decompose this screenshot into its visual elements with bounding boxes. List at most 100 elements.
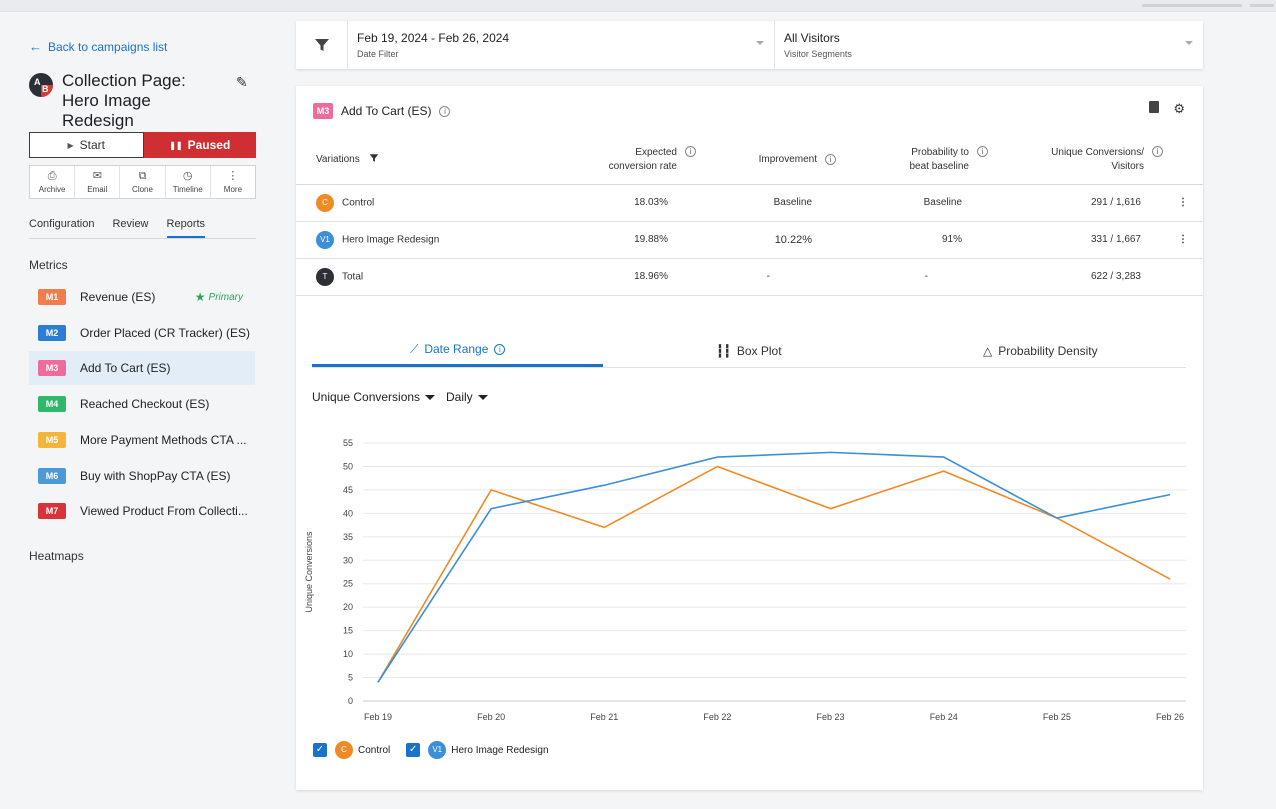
x-tick-label: Feb 24 [930, 712, 958, 722]
improvement-cell: - [696, 258, 836, 296]
y-axis-label: Unique Conversions [304, 531, 314, 613]
campaign-actions: ⎙ Archive ✉ Email ⧉ Clone ◷ Timeline ⋮ More [29, 165, 256, 199]
y-tick-label: 30 [343, 555, 353, 565]
timeline-label: Timeline [172, 185, 203, 194]
metrics-heading: Metrics [29, 258, 68, 272]
metric-item-m2[interactable]: M2 Order Placed (CR Tracker) (ES) [29, 316, 255, 350]
info-icon[interactable]: i [439, 105, 451, 117]
y-tick-label: 40 [343, 508, 353, 518]
archive-button[interactable]: ⎙ Archive [30, 166, 76, 198]
history-icon: ◷ [182, 170, 193, 182]
col-expected-label: Expected conversion rate [608, 146, 677, 172]
info-icon[interactable]: i [685, 145, 696, 157]
conversions-cell: 331 / 1,667 [988, 221, 1163, 259]
checkbox-checked-icon[interactable]: ✓ [313, 743, 327, 757]
tab-probability-density[interactable]: △ Probability Density [895, 334, 1186, 367]
row-menu-button[interactable]: ⋮ [1163, 221, 1203, 259]
col-expected-rate: Expected conversion rate i [526, 136, 696, 185]
probability-cell: Baseline [836, 184, 988, 222]
tab-reports[interactable]: Reports [166, 218, 206, 238]
email-button[interactable]: ✉ Email [75, 166, 121, 198]
col-menu [1163, 136, 1203, 185]
table-row[interactable]: C Control 18.03% Baseline Baseline 291 / … [296, 184, 1203, 222]
metric-badge: M3 [38, 360, 66, 376]
series-line-control [377, 465, 1171, 683]
metric-badge: M3 [313, 103, 333, 119]
variation-badge: C [316, 193, 334, 212]
metric-item-m4[interactable]: M4 Reached Checkout (ES) [29, 387, 255, 421]
variation-cell: C Control [296, 184, 526, 222]
card-toolbar: ⚙ [1149, 101, 1185, 117]
metric-item-m1[interactable]: M1 Revenue (ES) ★ Primary [29, 280, 255, 314]
metric-select-dropdown[interactable]: Unique Conversions [312, 390, 436, 404]
checkbox-checked-icon[interactable]: ✓ [406, 743, 421, 757]
y-tick-label: 55 [343, 438, 353, 448]
metric-item-m5[interactable]: M5 More Payment Methods CTA ... [29, 423, 255, 457]
caret-down-icon [477, 394, 488, 400]
paused-button[interactable]: ❚❚ Paused [143, 132, 256, 158]
visitor-segment-dropdown[interactable]: All Visitors Visitor Segments [775, 21, 1203, 69]
rate-cell: 19.88% [526, 221, 696, 259]
ab-test-icon: A B [29, 73, 53, 97]
line-chart-icon: ⟋ [409, 341, 419, 356]
metric-item-m7[interactable]: M7 Viewed Product From Collecti... [29, 494, 255, 528]
info-icon[interactable]: i [825, 154, 836, 166]
legend-item-hero-image-redesign[interactable]: ✓ V1 Hero Image Redesign [406, 741, 549, 759]
legend-label: Hero Image Redesign [451, 744, 549, 756]
metric-badge: M6 [38, 468, 66, 484]
info-icon[interactable]: i [977, 145, 988, 157]
filter-bar: Feb 19, 2024 - Feb 26, 2024 Date Filter … [296, 21, 1203, 69]
top-strip-control [1142, 4, 1242, 7]
row-menu-button[interactable]: ⋮ [1163, 184, 1203, 222]
start-button[interactable]: ▶ Start [29, 132, 144, 158]
box-plot-icon: ┇┇ [716, 343, 731, 358]
chart-legend: ✓ C Control ✓ V1 Hero Image Redesign [313, 741, 565, 759]
interval-select-dropdown[interactable]: Daily [446, 390, 488, 404]
metric-item-m6[interactable]: M6 Buy with ShopPay CTA (ES) [29, 459, 255, 493]
heatmaps-heading[interactable]: Heatmaps [29, 549, 84, 563]
x-tick-label: Feb 22 [703, 712, 731, 722]
back-to-campaigns-link[interactable]: ← Back to campaigns list [29, 39, 167, 54]
more-button[interactable]: ⋮ More [211, 166, 255, 198]
notebook-icon[interactable] [1149, 101, 1160, 113]
tab-date-range-label: Date Range [424, 342, 489, 356]
tab-box-plot[interactable]: ┇┇ Box Plot [603, 334, 894, 367]
x-tick-label: Feb 23 [817, 712, 845, 722]
gear-icon[interactable]: ⚙ [1173, 101, 1185, 116]
pencil-icon[interactable]: ✎ [236, 74, 248, 90]
metric-label: Add To Cart (ES) [80, 361, 171, 375]
info-icon[interactable]: i [1152, 145, 1163, 157]
x-tick-label: Feb 26 [1156, 712, 1184, 722]
filter-icon[interactable] [296, 21, 348, 69]
clone-button[interactable]: ⧉ Clone [120, 166, 166, 198]
variation-name: Hero Image Redesign [342, 234, 440, 246]
date-filter-dropdown[interactable]: Feb 19, 2024 - Feb 26, 2024 Date Filter [348, 21, 775, 69]
filter-icon[interactable] [369, 153, 379, 166]
card-title: Add To Cart (ES) [341, 104, 432, 118]
col-probability-label: Probability to beat baseline [909, 146, 970, 172]
variation-cell: T Total [296, 258, 526, 296]
x-tick-label: Feb 20 [477, 712, 505, 722]
info-icon[interactable]: i [494, 343, 506, 355]
timeline-button[interactable]: ◷ Timeline [166, 166, 211, 198]
tab-configuration[interactable]: Configuration [29, 218, 95, 230]
series-line-hero-image-redesign [377, 451, 1171, 683]
email-label: Email [87, 185, 108, 194]
y-tick-label: 0 [348, 696, 353, 706]
col-probability: Probability to beat baseline i [836, 136, 988, 185]
top-strip-control [1250, 4, 1274, 7]
tab-date-range[interactable]: ⟋ Date Range i [312, 334, 604, 367]
archive-label: Archive [38, 185, 66, 194]
metric-item-m3[interactable]: M3 Add To Cart (ES) [29, 351, 255, 385]
ab-letter-b: B [42, 84, 49, 94]
tab-review[interactable]: Review [112, 218, 149, 230]
variation-cell: V1 Hero Image Redesign [296, 221, 526, 259]
table-row[interactable]: V1 Hero Image Redesign 19.88% 10.22% 91% … [296, 221, 1203, 259]
density-icon: △ [983, 343, 993, 358]
legend-item-control[interactable]: ✓ C Control [313, 741, 390, 759]
row-menu-button [1163, 258, 1203, 296]
y-tick-label: 5 [348, 673, 353, 683]
variation-badge: V1 [316, 230, 334, 249]
metric-label: Reached Checkout (ES) [80, 397, 210, 411]
start-label: Start [79, 138, 105, 152]
